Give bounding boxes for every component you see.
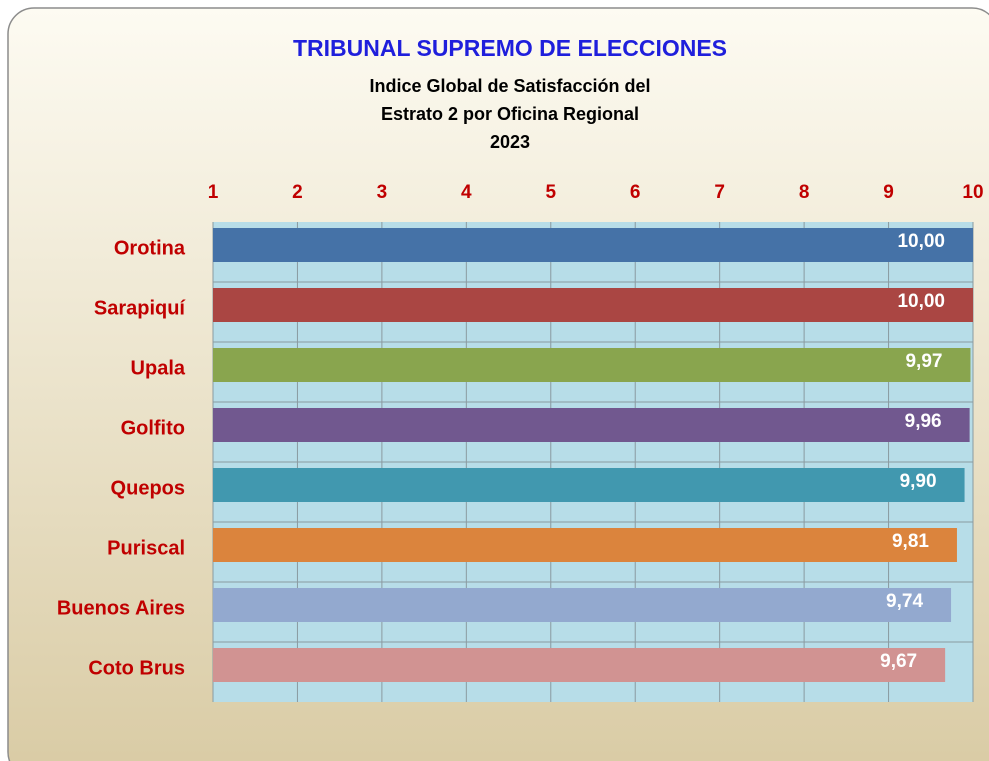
x-tick-label: 5: [545, 182, 556, 203]
chart-subtitle: Indice Global de Satisfacción del: [369, 76, 650, 96]
bar: [213, 648, 946, 682]
x-tick-label: 8: [799, 182, 810, 203]
x-tick-label: 9: [883, 182, 894, 203]
bar: [213, 288, 973, 322]
x-tick-label: 3: [377, 182, 388, 203]
bar: [213, 588, 952, 622]
x-tick-label: 6: [630, 182, 641, 203]
bar: [213, 348, 971, 382]
value-label: 9,74: [886, 591, 923, 612]
x-tick-label: 1: [208, 182, 219, 203]
chart-subtitle: Estrato 2 por Oficina Regional: [381, 104, 639, 124]
value-label: 9,97: [905, 351, 942, 372]
y-tick-label: Upala: [131, 357, 186, 379]
bar: [213, 528, 957, 562]
bar: [213, 228, 973, 262]
x-tick-label: 10: [962, 182, 983, 203]
bar: [213, 408, 970, 442]
value-label: 9,96: [905, 411, 942, 432]
value-label: 10,00: [897, 291, 945, 312]
y-tick-label: Golfito: [121, 417, 185, 439]
value-label: 9,67: [880, 651, 917, 672]
bar: [213, 468, 965, 502]
x-tick-label: 7: [714, 182, 725, 203]
y-tick-label: Orotina: [114, 237, 186, 259]
value-label: 9,81: [892, 531, 929, 552]
value-label: 10,00: [897, 231, 945, 252]
y-tick-label: Sarapiquí: [94, 297, 187, 319]
chart-title: TRIBUNAL SUPREMO DE ELECCIONES: [293, 35, 727, 61]
y-tick-label: Coto Brus: [88, 657, 185, 679]
value-label: 9,90: [900, 471, 937, 492]
x-tick-label: 4: [461, 182, 472, 203]
chart-subtitle: 2023: [490, 132, 530, 152]
y-tick-label: Puriscal: [107, 537, 185, 559]
y-tick-label: Buenos Aires: [57, 597, 185, 619]
y-tick-label: Quepos: [111, 477, 185, 499]
x-tick-label: 2: [292, 182, 303, 203]
